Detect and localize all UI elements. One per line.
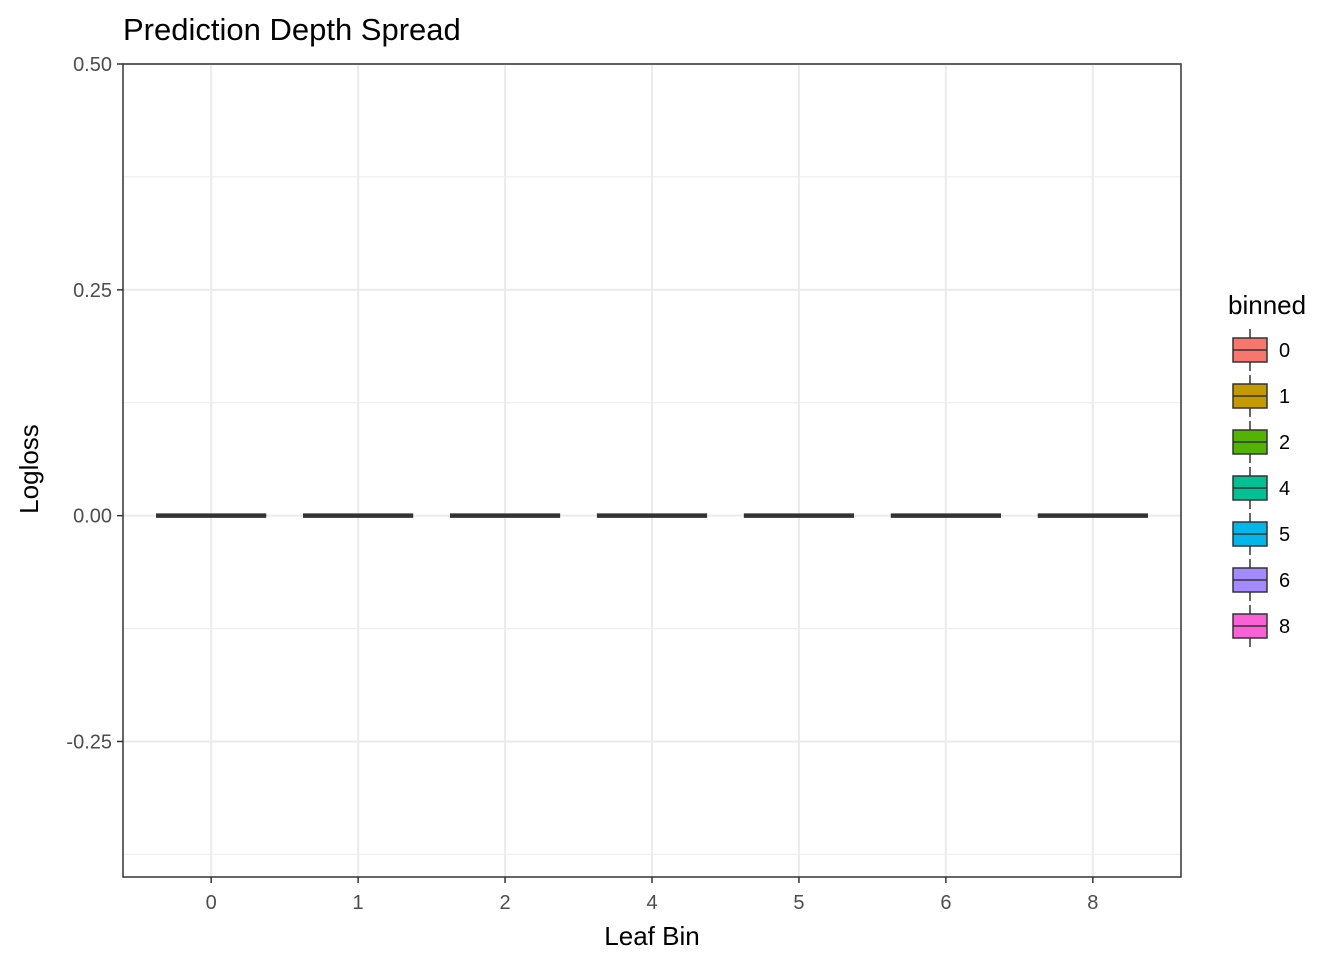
- x-axis: 0 1 2 4 5 6 8: [206, 877, 1098, 914]
- grid: [123, 63, 1181, 877]
- legend-item-1: 1: [1232, 375, 1290, 417]
- x-tick-label: 8: [1087, 892, 1098, 914]
- y-tick-label: -0.25: [66, 732, 112, 754]
- y-tick-label: 0.25: [73, 280, 112, 302]
- legend-item-6: 6: [1232, 559, 1290, 601]
- x-tick-label: 2: [499, 892, 510, 914]
- x-tick-label: 6: [940, 892, 951, 914]
- legend-label: 5: [1279, 524, 1290, 546]
- legend-label: 8: [1279, 616, 1290, 638]
- legend-item-0: 0: [1232, 329, 1290, 371]
- chart-title: Prediction Depth Spread: [123, 12, 461, 47]
- x-tick-label: 4: [646, 892, 657, 914]
- legend-item-2: 2: [1232, 421, 1290, 463]
- legend-label: 6: [1279, 570, 1290, 592]
- legend-item-4: 4: [1232, 467, 1290, 509]
- legend: binned 0 1 2 4 5 6 8: [1228, 290, 1306, 647]
- y-tick-label: 0.00: [73, 506, 112, 528]
- legend-item-5: 5: [1232, 513, 1290, 555]
- legend-label: 1: [1279, 386, 1290, 408]
- x-axis-title: Leaf Bin: [604, 921, 699, 951]
- legend-item-8: 8: [1232, 605, 1290, 647]
- y-axis: -0.25 0.00 0.25 0.50: [66, 54, 123, 754]
- x-tick-label: 1: [353, 892, 364, 914]
- legend-label: 4: [1279, 478, 1290, 500]
- x-tick-label: 0: [206, 892, 217, 914]
- y-axis-title: Logloss: [14, 424, 44, 514]
- y-tick-label: 0.50: [73, 54, 112, 76]
- x-tick-label: 5: [793, 892, 804, 914]
- legend-label: 0: [1279, 340, 1290, 362]
- legend-label: 2: [1279, 432, 1290, 454]
- legend-title: binned: [1228, 290, 1306, 320]
